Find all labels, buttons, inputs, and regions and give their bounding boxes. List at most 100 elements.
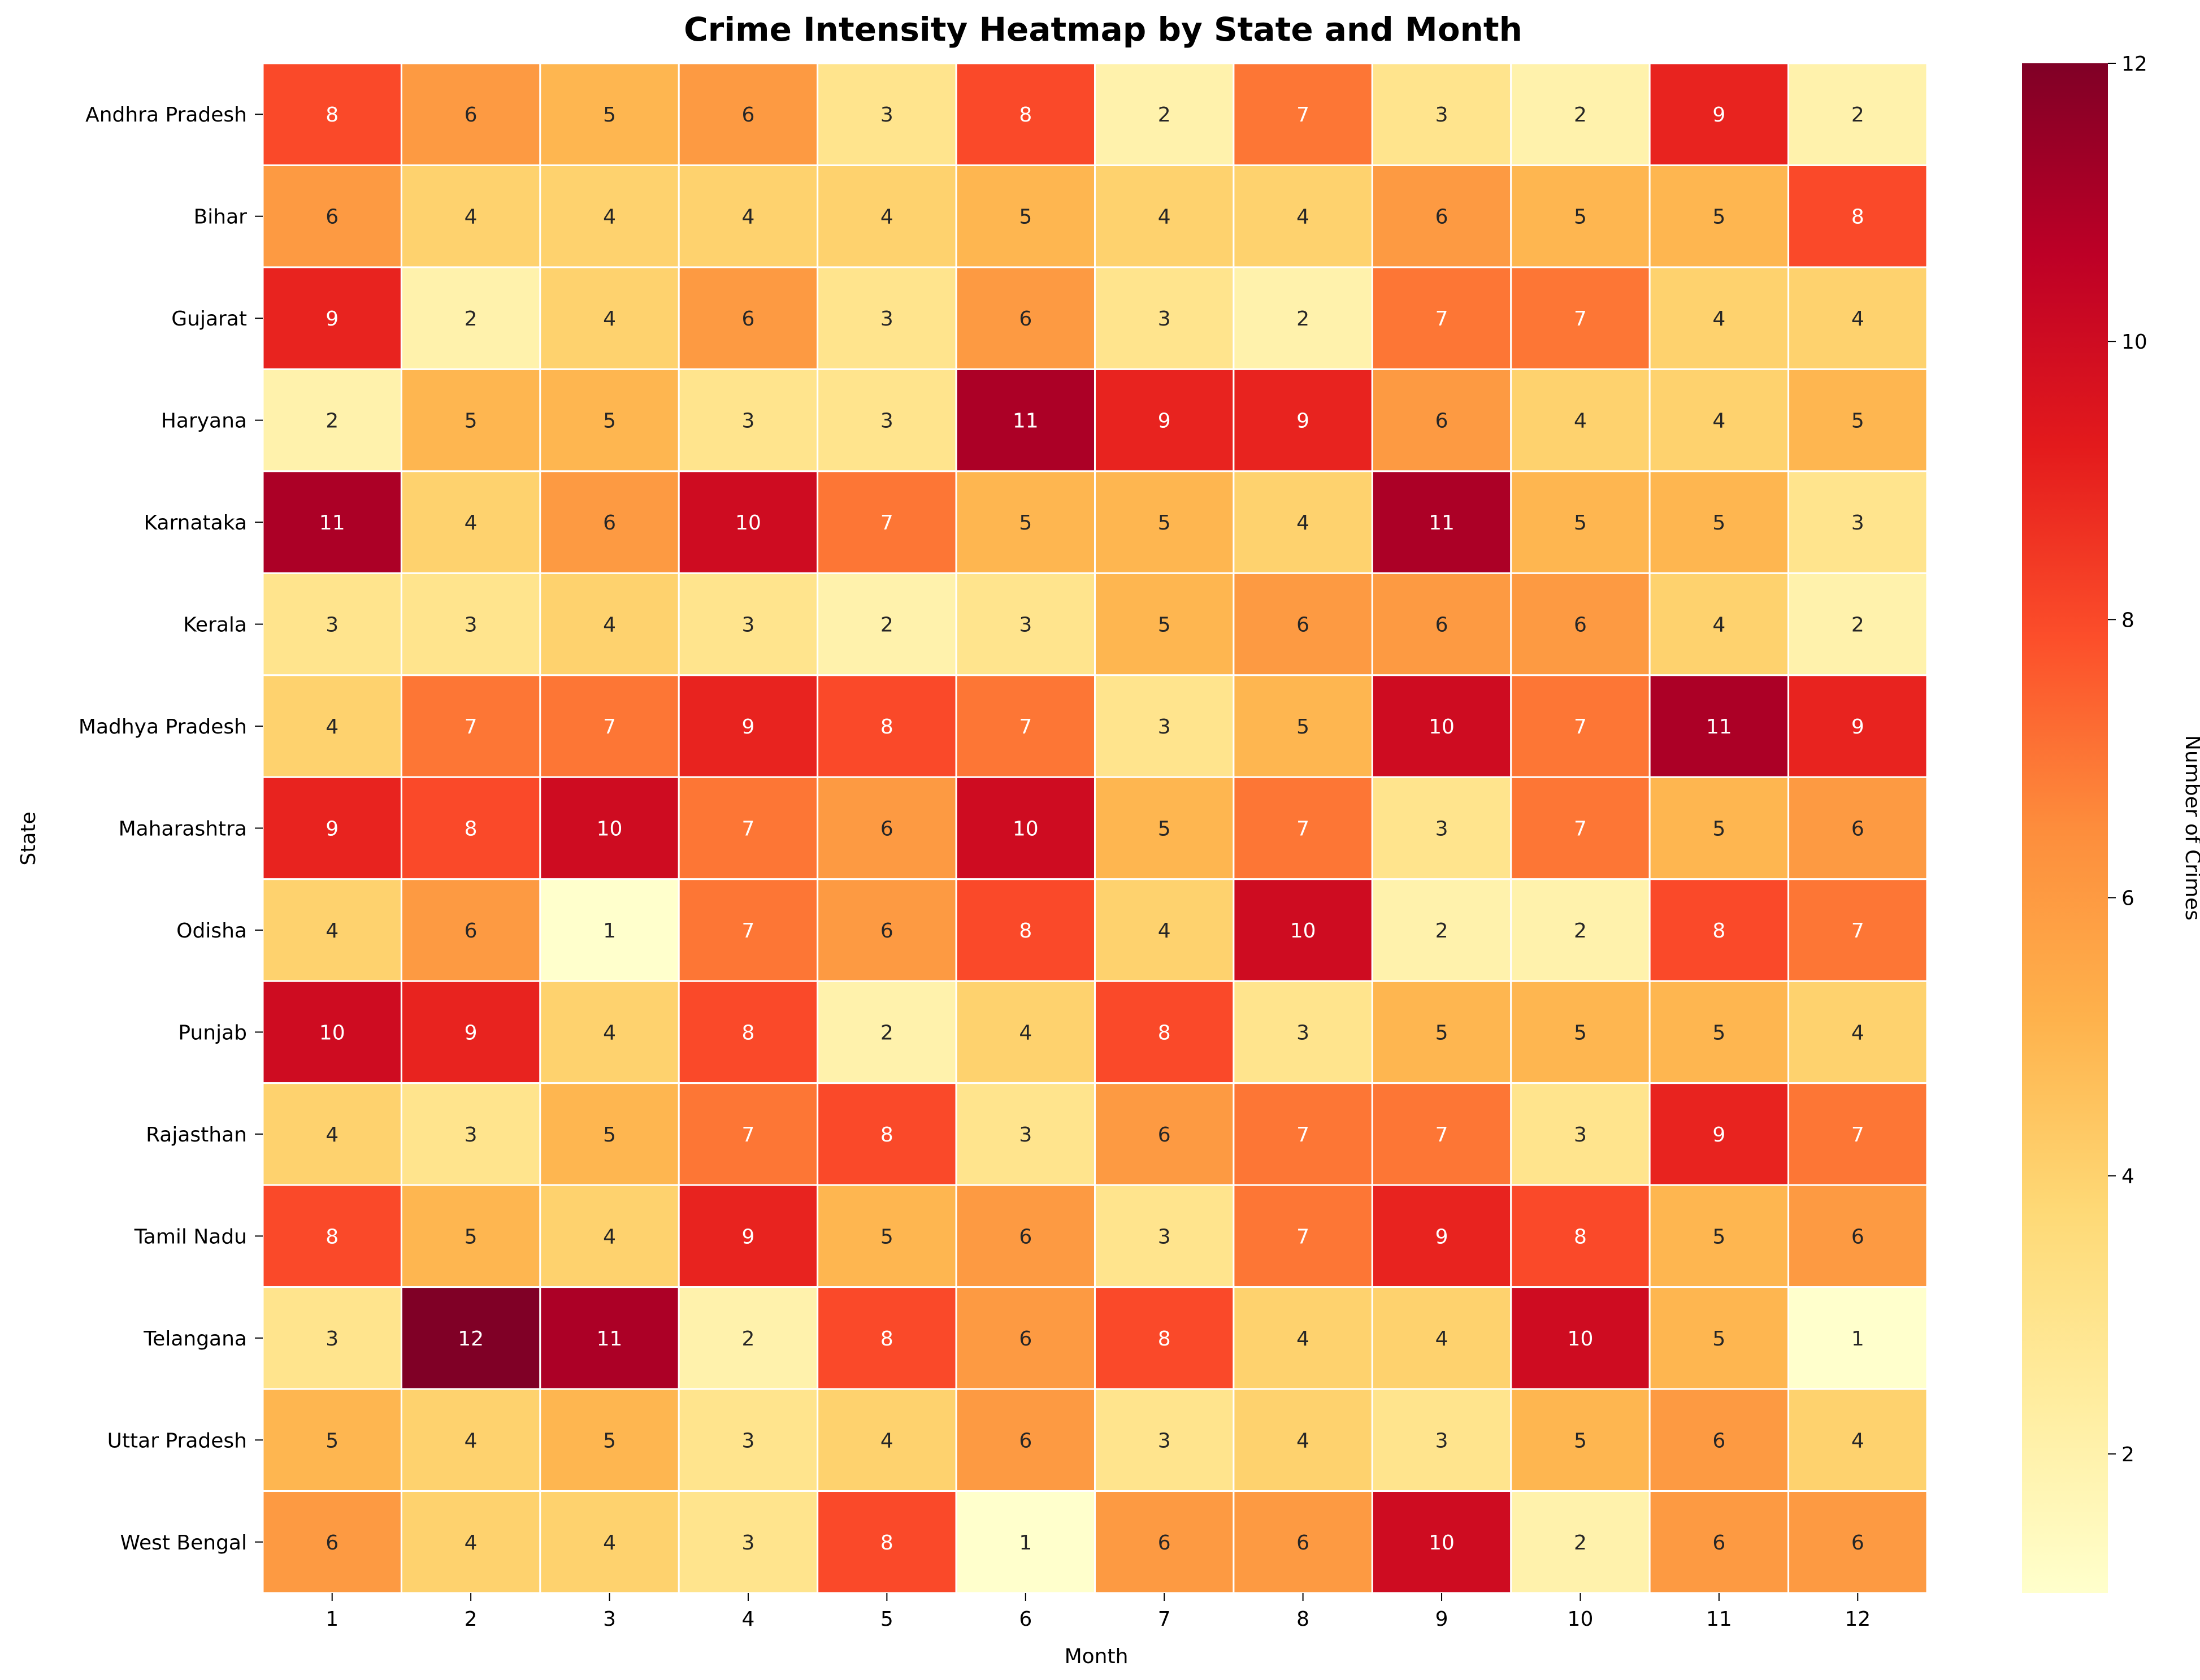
heatmap-cell: [400, 1388, 541, 1492]
y-tick-label: Bihar: [194, 206, 248, 229]
x-axis-label: Month: [1065, 1645, 1129, 1668]
cell-value-label: 2: [1574, 919, 1587, 943]
cell-value-label: 6: [1712, 1531, 1725, 1555]
heatmap-cell: [1648, 980, 1790, 1084]
heatmap-cell: [817, 776, 957, 880]
heatmap-cell: [817, 1286, 957, 1390]
cell-value-label: 9: [1158, 410, 1171, 433]
x-tick-label: 3: [603, 1608, 616, 1631]
y-tick-label: West Bengal: [120, 1531, 247, 1555]
cell-value-label: 4: [603, 206, 616, 229]
x-tick-label: 10: [1568, 1608, 1594, 1631]
cell-value-label: 4: [1712, 307, 1725, 331]
cell-value-label: 9: [1712, 103, 1725, 127]
heatmap-cell: [1094, 1082, 1235, 1186]
cell-value-label: 2: [880, 614, 893, 637]
cell-value-label: 10: [1429, 715, 1455, 739]
cell-value-label: 3: [742, 1429, 755, 1452]
cell-value-label: 7: [742, 1123, 755, 1147]
cell-value-label: 11: [1706, 715, 1732, 739]
heatmap-cell: [1094, 1184, 1235, 1288]
heatmap-cell: [817, 674, 957, 778]
cell-value-label: 4: [1019, 1021, 1032, 1044]
cell-value-label: 4: [603, 1225, 616, 1248]
heatmap-cell: [400, 878, 541, 982]
heatmap-cell: [678, 1082, 819, 1186]
cell-value-label: 6: [1019, 1327, 1032, 1351]
heatmap-cell: [539, 878, 680, 982]
y-tick-label: Gujarat: [171, 307, 247, 331]
heatmap-cell: [400, 62, 541, 166]
cell-value-label: 7: [1574, 715, 1587, 739]
cell-value-label: 5: [1851, 410, 1864, 433]
heatmap-cell: [1787, 62, 1928, 166]
heatmap-cell: [1233, 62, 1373, 166]
cell-value-label: 5: [1158, 511, 1171, 535]
cell-value-label: 10: [735, 511, 761, 535]
cell-value-label: 6: [1435, 206, 1448, 229]
cell-value-label: 6: [465, 103, 478, 127]
heatmap-cell: [955, 1184, 1096, 1288]
heatmap-cell: [262, 266, 402, 370]
heatmap-cell: [1233, 878, 1373, 982]
heatmap-cell: [678, 776, 819, 880]
x-tick-label: 1: [326, 1608, 339, 1631]
cell-value-label: 6: [880, 818, 893, 841]
cell-value-label: 4: [880, 1429, 893, 1452]
cell-value-label: 2: [326, 410, 339, 433]
colorbar: 2 4 6 8 10 12: [2022, 53, 2147, 1593]
y-tick-label: Rajasthan: [146, 1123, 247, 1147]
heatmap-cell: [678, 878, 819, 982]
cell-value-label: 9: [326, 307, 339, 331]
cell-value-label: 5: [326, 1429, 339, 1452]
x-tick-label: 6: [1019, 1608, 1032, 1631]
cell-value-label: 2: [1296, 307, 1309, 331]
heatmap-cell: [678, 266, 819, 370]
cell-value-label: 9: [465, 1021, 478, 1044]
cell-value-label: 2: [1574, 1531, 1587, 1555]
heatmap-cell: [1371, 164, 1512, 268]
heatmap-cell: [1510, 368, 1651, 472]
heatmap-cell: [678, 572, 819, 676]
cell-value-label: 6: [1019, 307, 1032, 331]
heatmap-cell: [400, 1286, 541, 1390]
cell-value-label: 5: [1712, 1225, 1725, 1248]
cell-value-label: 6: [1435, 410, 1448, 433]
cell-value-label: 6: [1296, 1531, 1309, 1555]
heatmap-cell: [262, 572, 402, 676]
colorbar-tick-label: 4: [2121, 1165, 2134, 1188]
cell-value-label: 7: [465, 715, 478, 739]
heatmap-cell: [1787, 1490, 1928, 1594]
cell-value-label: 4: [1296, 1327, 1309, 1351]
heatmap-cell: [400, 1082, 541, 1186]
cell-value-label: 8: [880, 715, 893, 739]
cell-value-label: 8: [465, 818, 478, 841]
y-tick-label: Uttar Pradesh: [107, 1429, 247, 1452]
heatmap-cell: [1233, 980, 1373, 1084]
cell-value-label: 6: [326, 1531, 339, 1555]
heatmap-cell: [1371, 674, 1512, 778]
heatmap-cell: [1233, 572, 1373, 676]
heatmap-cell: [817, 470, 957, 574]
cell-value-label: 7: [1296, 1225, 1309, 1248]
cell-value-label: 7: [1851, 919, 1864, 943]
heatmap-cell: [955, 1388, 1096, 1492]
cell-value-label: 5: [1574, 1021, 1587, 1044]
cell-value-label: 5: [1019, 511, 1032, 535]
cell-value-label: 4: [1851, 1429, 1864, 1452]
heatmap-cell: [262, 1082, 402, 1186]
colorbar-tick-label: 12: [2121, 53, 2147, 76]
heatmap-cell: [1787, 164, 1928, 268]
heatmap-cell: [539, 1184, 680, 1288]
cell-value-label: 8: [1019, 919, 1032, 943]
cell-value-label: 2: [1435, 919, 1448, 943]
cell-value-label: 4: [465, 206, 478, 229]
heatmap-cell: [1371, 572, 1512, 676]
heatmap-cell: [678, 674, 819, 778]
heatmap-cell: [1094, 470, 1235, 574]
heatmap-cell: [1510, 164, 1651, 268]
cell-value-label: 4: [742, 206, 755, 229]
heatmap-cell: [1787, 1082, 1928, 1186]
cell-value-label: 8: [326, 1225, 339, 1248]
cell-value-label: 3: [326, 614, 339, 637]
